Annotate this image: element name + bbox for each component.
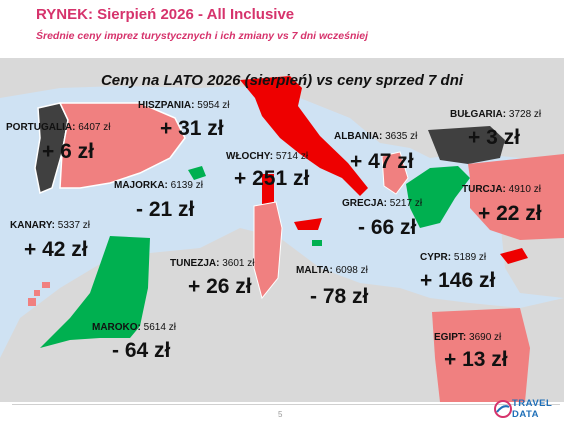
change-majorka: - 21 zł	[136, 198, 195, 221]
europe-landmass	[0, 58, 564, 168]
label-wlochy: WŁOCHY: 5714 zł	[226, 151, 309, 162]
region-turcja	[468, 154, 564, 240]
label-kanary: KANARY: 5337 zł	[10, 220, 91, 231]
logo-text-data: DATA	[512, 409, 539, 420]
map-graphic	[0, 58, 564, 402]
change-turcja: + 22 zł	[478, 202, 542, 225]
label-tunezja: TUNEZJA: 3601 zł	[170, 258, 255, 269]
region-maroko	[40, 236, 150, 348]
label-maroko: MAROKO: 5614 zł	[92, 322, 176, 333]
logo-globe-icon	[494, 400, 512, 418]
change-maroko: - 64 zł	[112, 339, 171, 362]
region-grecja	[406, 166, 470, 228]
label-albania: ALBANIA: 3635 zł	[334, 131, 418, 142]
label-grecja: GRECJA: 5217 zł	[342, 198, 423, 209]
map-area	[0, 58, 564, 402]
region-albania	[381, 151, 409, 195]
region-kanary	[28, 282, 50, 306]
region-egipt	[432, 308, 530, 402]
region-sardynia	[262, 174, 274, 204]
change-bulgaria: + 3 zł	[468, 126, 520, 149]
change-egipt: + 13 zł	[444, 348, 508, 371]
region-malta	[312, 240, 322, 246]
change-wlochy: + 251 zł	[234, 167, 310, 190]
travel-data-logo: TRAVEL DATA	[494, 397, 562, 421]
slide-title: RYNEK: Sierpień 2026 - All Inclusive	[36, 6, 295, 23]
change-albania: + 47 zł	[350, 150, 414, 173]
region-wlochy	[240, 76, 368, 196]
label-bulgaria: BUŁGARIA: 3728 zł	[450, 109, 542, 120]
region-hiszpania	[58, 102, 186, 189]
label-majorka: MAJORKA: 6139 zł	[114, 180, 203, 191]
region-bulgaria	[428, 126, 505, 164]
change-grecja: - 66 zł	[358, 216, 417, 239]
label-hiszpania: HISZPANIA: 5954 zł	[138, 100, 230, 111]
change-portugalia: + 6 zł	[42, 140, 94, 163]
logo-text-travel: TRAVEL	[512, 398, 553, 409]
change-kanary: + 42 zł	[24, 238, 88, 261]
region-majorka	[188, 166, 206, 180]
change-tunezja: + 26 zł	[188, 275, 252, 298]
map-heading: Ceny na LATO 2026 (sierpień) vs ceny spr…	[100, 72, 464, 89]
label-turcja: TURCJA: 4910 zł	[462, 184, 541, 195]
footer-divider	[12, 404, 560, 405]
region-tunezja	[253, 201, 283, 300]
label-malta: MALTA: 6098 zł	[296, 265, 368, 276]
label-cypr: CYPR: 5189 zł	[420, 252, 487, 263]
region-cypr	[500, 248, 528, 264]
label-egipt: EGIPT: 3690 zł	[434, 332, 502, 343]
page-number: 5	[278, 410, 283, 419]
change-hiszpania: + 31 zł	[160, 117, 224, 140]
change-cypr: + 146 zł	[420, 269, 496, 292]
region-sycylia	[294, 218, 322, 230]
label-portugalia: PORTUGALIA: 6407 zł	[6, 122, 111, 133]
change-malta: - 78 zł	[310, 285, 369, 308]
slide-subtitle: Średnie ceny imprez turystycznych i ich …	[36, 30, 369, 42]
